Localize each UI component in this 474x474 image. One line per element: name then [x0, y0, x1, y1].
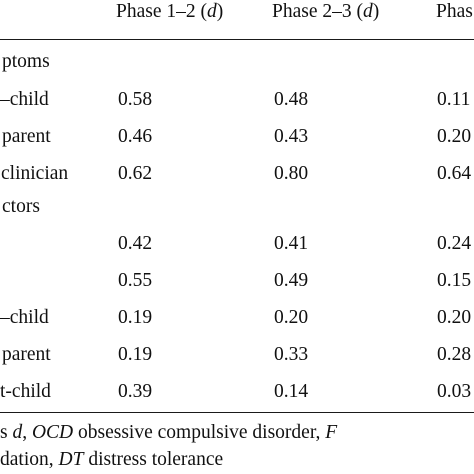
column-header-phase-3: Phas	[436, 2, 473, 22]
footnote-text: dation,	[0, 449, 59, 470]
footnote-italic: OCD	[31, 422, 74, 443]
footnote-italic: DT	[58, 449, 84, 470]
table-cell: 0.20	[437, 126, 472, 147]
table-cell: 0.14	[274, 381, 309, 402]
column-header-phase-2-3: Phase 2–3 (d)	[272, 2, 379, 22]
table-cell: 0.58	[118, 89, 153, 110]
column-header-italic: d	[363, 1, 373, 22]
table-cell: 0.64	[437, 163, 472, 184]
footnote-text: s	[0, 422, 13, 443]
table-cell: 0.28	[437, 344, 472, 365]
row-label: ptoms	[2, 51, 50, 72]
row-label: –child	[0, 307, 49, 328]
table-cell: 0.24	[437, 233, 472, 254]
row-label: –child	[0, 89, 49, 110]
column-header-text: Phase 2–3 (	[272, 1, 363, 22]
table-cell: 0.19	[118, 344, 153, 365]
column-header-text: Phase 1–2 (	[116, 1, 207, 22]
footnote-text: ,	[22, 422, 32, 443]
table-footnote-line-2: dation, DT distress tolerance	[0, 450, 223, 470]
column-header-text: Phas	[436, 1, 473, 22]
table-footnote-line-1: s d, OCD obsessive compulsive disorder, …	[0, 423, 337, 443]
table-cell: 0.48	[274, 89, 309, 110]
footnote-italic: F	[325, 422, 338, 443]
table-bottom-rule	[0, 412, 474, 413]
row-label: parent	[2, 344, 51, 365]
column-header-text: )	[216, 1, 224, 22]
table-cell: 0.80	[274, 163, 309, 184]
table-cell: 0.49	[274, 270, 309, 291]
column-header-phase-1-2: Phase 1–2 (d)	[116, 2, 223, 22]
table-cell: 0.55	[118, 270, 153, 291]
row-label: clinician	[1, 163, 69, 184]
row-label: t-child	[0, 381, 51, 402]
footnote-italic: d	[12, 422, 23, 443]
table-cell: 0.41	[274, 233, 309, 254]
header-rule	[0, 39, 474, 40]
table-cell: 0.39	[118, 381, 153, 402]
table-cell: 0.20	[437, 307, 472, 328]
table-cell: 0.15	[437, 270, 472, 291]
table-cell: 0.46	[118, 126, 153, 147]
footnote-text: obsessive compulsive disorder,	[73, 422, 326, 443]
table-cell: 0.43	[274, 126, 309, 147]
table-cell: 0.03	[437, 381, 472, 402]
table-cell: 0.33	[274, 344, 309, 365]
table-cell: 0.62	[118, 163, 153, 184]
row-label: parent	[2, 126, 51, 147]
table-cell: 0.11	[437, 89, 471, 110]
row-label: ctors	[2, 196, 40, 217]
column-header-text: )	[372, 1, 380, 22]
table-cell: 0.19	[118, 307, 153, 328]
table-cell: 0.20	[274, 307, 309, 328]
table-cell: 0.42	[118, 233, 153, 254]
footnote-text: distress tolerance	[83, 449, 224, 470]
column-header-italic: d	[207, 1, 217, 22]
